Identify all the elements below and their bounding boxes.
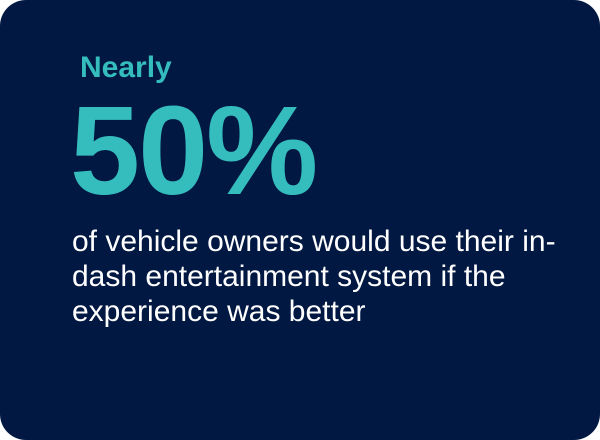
stat-lead: Nearly [80, 51, 172, 84]
stat-description: of vehicle owners would use their in-das… [72, 225, 556, 328]
stat-value: 50% [70, 80, 318, 221]
